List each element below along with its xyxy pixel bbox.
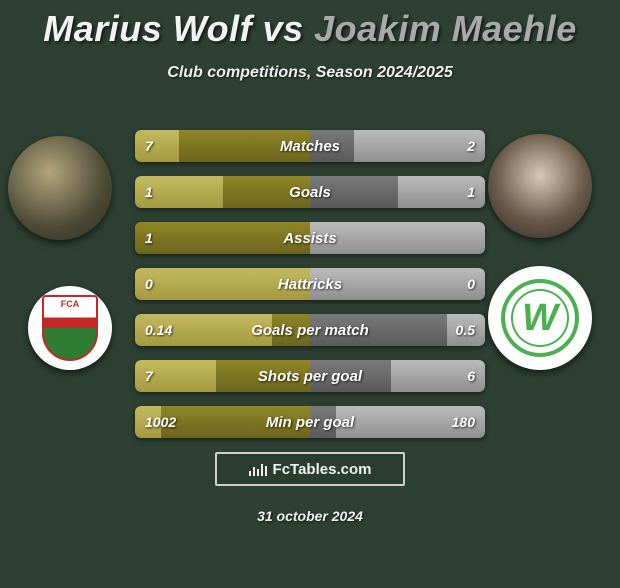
stat-value-right: 0.5 bbox=[446, 314, 485, 346]
fca-badge-icon: FCA bbox=[42, 295, 98, 361]
stat-value-right: 1 bbox=[457, 176, 485, 208]
player2-photo bbox=[488, 134, 592, 238]
date-label: 31 october 2024 bbox=[0, 508, 620, 524]
stat-value-left: 0 bbox=[135, 268, 163, 300]
fca-badge-text: FCA bbox=[61, 299, 80, 359]
title-vs: vs bbox=[263, 8, 304, 49]
stat-value-left: 7 bbox=[135, 360, 163, 392]
stat-row: 1Assists bbox=[135, 222, 485, 254]
stat-value-left: 1 bbox=[135, 222, 163, 254]
wolfsburg-badge-icon: W bbox=[501, 279, 579, 357]
title-player2: Joakim Maehle bbox=[314, 8, 577, 49]
subtitle: Club competitions, Season 2024/2025 bbox=[0, 64, 620, 82]
stat-value-left: 0.14 bbox=[135, 314, 182, 346]
stat-row: 00Hattricks bbox=[135, 268, 485, 300]
stat-row: 0.140.5Goals per match bbox=[135, 314, 485, 346]
stats-chart: 72Matches11Goals1Assists00Hattricks0.140… bbox=[135, 130, 485, 452]
stat-row: 1002180Min per goal bbox=[135, 406, 485, 438]
stat-value-right bbox=[465, 222, 485, 254]
stat-row: 72Matches bbox=[135, 130, 485, 162]
stat-row: 11Goals bbox=[135, 176, 485, 208]
barchart-icon bbox=[249, 462, 267, 476]
attribution-text: FcTables.com bbox=[273, 461, 372, 478]
stat-value-left: 1 bbox=[135, 176, 163, 208]
stat-value-left: 1002 bbox=[135, 406, 186, 438]
stat-row: 76Shots per goal bbox=[135, 360, 485, 392]
wolfsburg-badge-text: W bbox=[522, 297, 558, 340]
attribution-box: FcTables.com bbox=[215, 452, 405, 486]
stat-value-right: 0 bbox=[457, 268, 485, 300]
player2-club-badge: W bbox=[488, 266, 592, 370]
stat-value-right: 2 bbox=[457, 130, 485, 162]
title-player1: Marius Wolf bbox=[43, 8, 252, 49]
player1-club-badge: FCA bbox=[28, 286, 112, 370]
stat-value-right: 6 bbox=[457, 360, 485, 392]
stat-value-right: 180 bbox=[442, 406, 485, 438]
stat-value-left: 7 bbox=[135, 130, 163, 162]
player1-photo bbox=[8, 136, 112, 240]
comparison-title: Marius Wolf vs Joakim Maehle bbox=[0, 8, 620, 50]
